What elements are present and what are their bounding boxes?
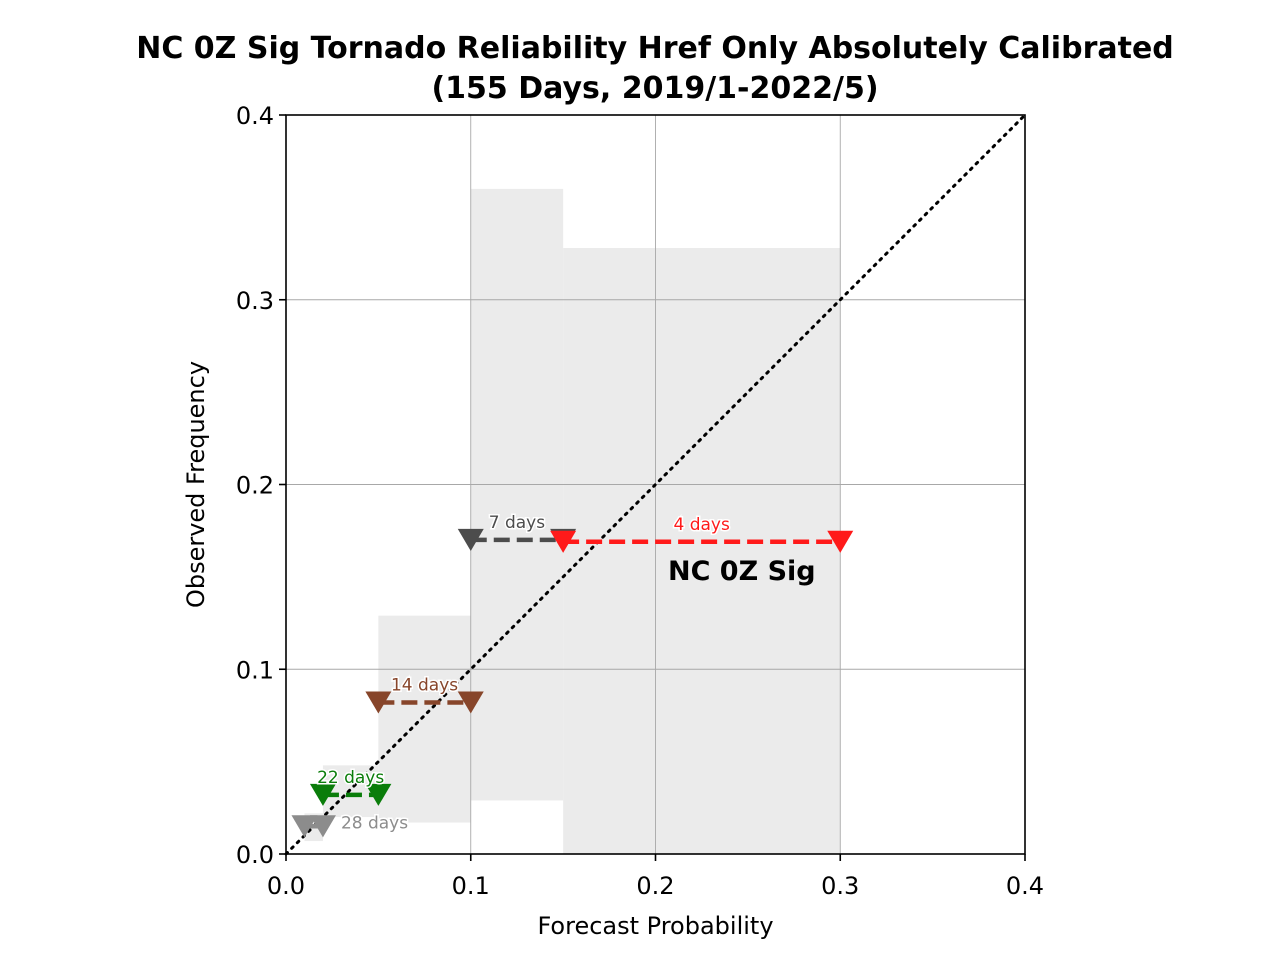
bin-marker-right-4 — [827, 530, 854, 553]
y-axis-label: Observed Frequency — [182, 361, 210, 608]
uncertainty-band-4 — [563, 248, 841, 854]
uncertainty-band-2 — [378, 615, 471, 823]
bin-marker-right-2 — [457, 691, 484, 714]
y-tick-label-0: 0.0 — [236, 841, 274, 869]
bin-label-4: 4 days — [674, 515, 730, 535]
bin-marker-left-2 — [365, 691, 392, 714]
chart-title: NC 0Z Sig Tornado Reliability Href Only … — [136, 31, 1174, 66]
x-tick-label-0: 0.0 — [267, 872, 305, 900]
x-axis-label: Forecast Probability — [537, 912, 773, 940]
bin-label-0: 28 days — [341, 813, 408, 833]
bin-marker-right-0 — [309, 815, 336, 838]
y-tick-label-4: 0.4 — [236, 102, 274, 130]
x-tick-label-4: 0.4 — [1006, 872, 1044, 900]
y-tick-label-1: 0.1 — [236, 656, 274, 684]
bin-label-3: 7 days — [489, 513, 545, 533]
perfect-reliability-diagonal — [284, 113, 1027, 856]
x-tick-label-1: 0.1 — [452, 872, 490, 900]
chart-subtitle: (155 Days, 2019/1-2022/5) — [431, 71, 878, 106]
bin-label-2: 14 days — [391, 676, 458, 696]
uncertainty-bands — [304, 188, 841, 854]
y-tick-label-3: 0.3 — [236, 287, 274, 315]
bin-labels: 28 days 22 days 14 days 7 days 4 days — [316, 511, 732, 834]
bin-marker-left-0 — [291, 815, 318, 838]
y-tick-label-2: 0.2 — [236, 472, 274, 500]
y-axis-ticks: 0.0 0.1 0.2 0.3 0.4 — [236, 102, 286, 869]
bin-marker-left-3 — [457, 528, 484, 551]
uncertainty-band-3 — [470, 188, 564, 801]
diagonal-line — [284, 113, 1027, 856]
bin-marker-left-4 — [550, 530, 577, 553]
x-axis-ticks: 0.0 0.1 0.2 0.3 0.4 — [267, 854, 1044, 900]
reliability-series — [291, 528, 854, 838]
chart-annotation: NC 0Z Sig — [668, 556, 816, 587]
x-tick-label-2: 0.2 — [636, 872, 674, 900]
bin-marker-left-1 — [309, 783, 336, 806]
bin-marker-right-1 — [365, 783, 392, 806]
bin-label-1: 22 days — [317, 768, 384, 788]
x-tick-label-3: 0.3 — [821, 872, 859, 900]
